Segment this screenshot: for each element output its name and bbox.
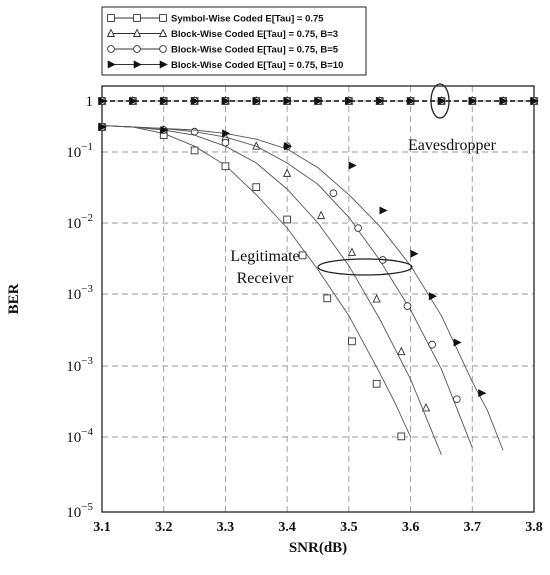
x-tick-label: 3.1 xyxy=(93,520,111,535)
series-marker-eavesdropper xyxy=(222,96,231,106)
legend-marker xyxy=(133,60,142,69)
legend-marker xyxy=(132,28,142,37)
x-tick-label: 3.2 xyxy=(155,520,173,535)
series-marker xyxy=(221,162,230,171)
series-marker xyxy=(397,346,406,356)
series-line-legitimate xyxy=(101,125,412,438)
series-marker-eavesdropper xyxy=(314,96,323,106)
legend: Symbol-Wise Coded E[Tau] = 0.75 Block-Wis… xyxy=(101,6,367,76)
x-tick-label: 3.3 xyxy=(217,520,235,535)
x-tick-label: 3.5 xyxy=(340,520,358,535)
series-marker xyxy=(190,146,199,155)
series-marker-eavesdropper xyxy=(530,96,539,106)
series-marker xyxy=(316,210,326,220)
series-marker-eavesdropper xyxy=(252,96,262,106)
series-marker xyxy=(372,379,381,388)
series-marker xyxy=(283,215,291,224)
series-marker-eavesdropper xyxy=(499,96,508,106)
legend-marker xyxy=(133,14,141,22)
x-tick-labels: 3.1 3.2 3.3 3.4 3.5 3.6 3.7 3.8 xyxy=(93,520,543,535)
legitimate-ellipse xyxy=(317,258,413,276)
legend-marker xyxy=(107,60,116,69)
x-tick-label: 3.7 xyxy=(464,520,482,535)
y-tick-label: 10−3 xyxy=(66,355,93,375)
legend-label: Block-Wise Coded E[Tau] = 0.75, B=10 xyxy=(171,60,343,71)
y-tick-label: 1 xyxy=(86,94,94,110)
series-marker xyxy=(397,432,406,441)
x-tick-label: 3.4 xyxy=(278,520,296,535)
y-tick-label: 10−5 xyxy=(66,501,93,521)
series-marker xyxy=(348,161,357,170)
legend-marker xyxy=(106,28,116,37)
annotation-legitimate-line2: Receiver xyxy=(237,270,295,287)
series-marker-eavesdropper xyxy=(376,96,385,106)
annotation-eavesdropper: Eavesdropper xyxy=(408,137,497,154)
y-tick-labels: 1 10−1 10−2 10−3 10−3 10−4 10−5 xyxy=(66,94,93,521)
series-marker xyxy=(372,294,381,303)
series-marker-eavesdropper xyxy=(407,96,416,106)
y-tick-label: 10−1 xyxy=(66,141,93,161)
y-tick-label: 10−3 xyxy=(66,283,93,303)
legend-marker xyxy=(133,45,141,53)
series-marker xyxy=(298,251,307,260)
series-line-legitimate xyxy=(101,125,442,455)
series-marker-eavesdropper xyxy=(438,96,447,106)
series-marker xyxy=(347,247,357,256)
series-marker-eavesdropper xyxy=(129,96,138,106)
legend-marker xyxy=(107,14,115,22)
series-marker xyxy=(283,168,292,177)
series-marker-eavesdropper xyxy=(191,96,200,106)
y-axis-label: BER xyxy=(6,283,22,314)
series-marker xyxy=(348,337,356,346)
legend-label: Block-Wise Coded E[Tau] = 0.75, B=5 xyxy=(171,45,339,56)
series-marker-eavesdropper xyxy=(468,96,478,106)
legend-label: Symbol-Wise Coded E[Tau] = 0.75 xyxy=(171,14,324,25)
plot-frame xyxy=(101,85,535,513)
series-marker xyxy=(453,395,461,404)
series-marker xyxy=(160,125,169,135)
eavesdropper-ellipse xyxy=(430,83,450,119)
series-marker xyxy=(98,122,107,132)
series-marker xyxy=(379,206,388,215)
legend-marker xyxy=(159,60,168,69)
series-curves xyxy=(97,95,539,455)
x-axis-label: SNR(dB) xyxy=(289,540,347,556)
y-tick-label: 10−4 xyxy=(66,426,93,446)
annotation-legitimate-line1: Legitimate xyxy=(230,248,299,265)
series-marker xyxy=(478,389,487,398)
series-4 xyxy=(98,96,539,451)
series-marker xyxy=(453,338,462,347)
series-marker xyxy=(222,129,231,138)
series-marker-eavesdropper xyxy=(345,96,354,106)
x-tick-label: 3.8 xyxy=(525,520,543,535)
series-marker xyxy=(252,183,261,191)
legend-label: Block-Wise Coded E[Tau] = 0.75, B=3 xyxy=(171,29,338,40)
series-marker xyxy=(354,224,362,232)
series-marker xyxy=(190,127,199,136)
series-marker xyxy=(428,292,437,301)
series-line-legitimate xyxy=(101,125,504,451)
series-marker xyxy=(421,402,431,412)
legend-marker xyxy=(159,14,167,22)
series-marker-eavesdropper xyxy=(283,96,292,106)
legend-marker xyxy=(107,45,115,53)
series-marker xyxy=(329,189,338,198)
series-marker xyxy=(221,138,230,147)
series-marker xyxy=(428,340,437,349)
series-marker xyxy=(410,249,419,258)
series-marker-eavesdropper xyxy=(98,96,107,106)
y-tick-label: 10−2 xyxy=(66,212,93,232)
legend-marker xyxy=(158,28,168,37)
series-marker xyxy=(323,294,332,303)
x-tick-label: 3.6 xyxy=(402,520,420,535)
annotations: Eavesdropper Legitimate Receiver xyxy=(230,83,497,287)
series-marker xyxy=(403,302,412,310)
series-marker-eavesdropper xyxy=(160,96,169,106)
series-marker xyxy=(283,142,292,151)
legend-marker xyxy=(159,45,167,53)
